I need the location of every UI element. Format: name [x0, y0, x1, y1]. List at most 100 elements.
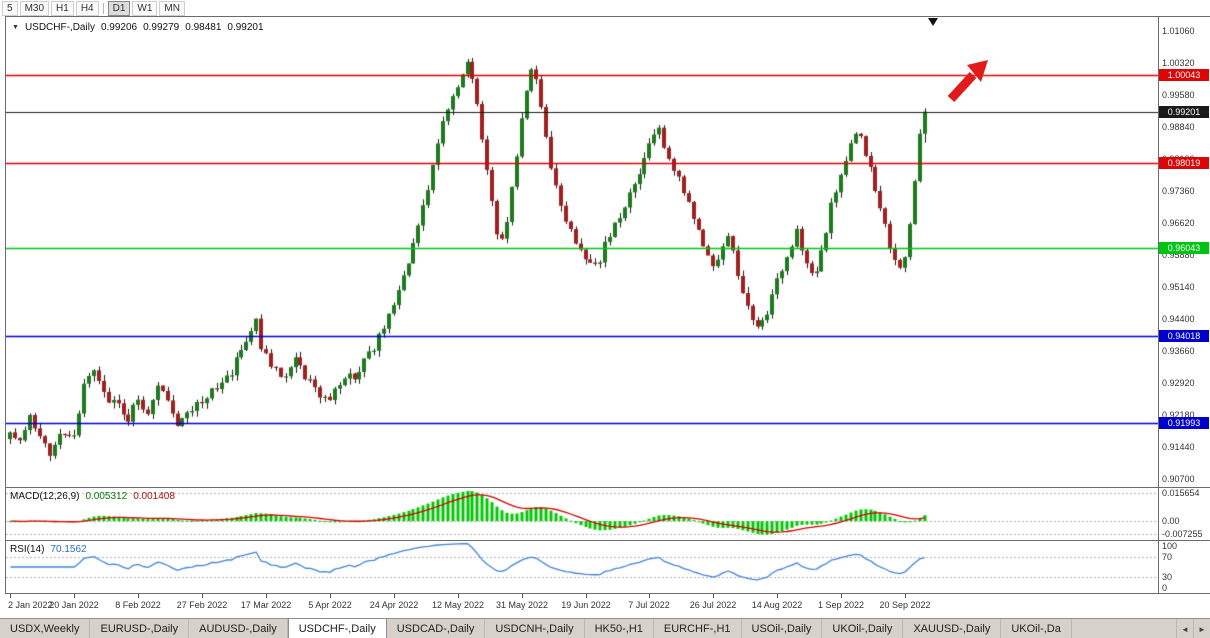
price-level-badge: 0.94018	[1159, 329, 1209, 342]
timeframe-button-d1[interactable]: D1	[107, 0, 131, 16]
price-axis-label: 0.95140	[1162, 282, 1195, 293]
price-axis-label: 0.92920	[1162, 378, 1195, 389]
pane-resize-handle-macd[interactable]	[5, 487, 1210, 488]
macd-indicator-title: MACD(12,26,9) 0.005312 0.001408	[10, 491, 175, 502]
date-axis-label: 20 Jan 2022	[49, 600, 99, 610]
date-tick	[202, 594, 203, 598]
date-axis-label: 12 May 2022	[431, 600, 485, 610]
price-level-badge: 1.00043	[1159, 69, 1209, 82]
macd-scale[interactable]: 0.015654 0.00 -0.007255	[1159, 488, 1210, 540]
rsi-indicator-title: RSI(14) 70.1562	[10, 544, 87, 555]
rsi-axis-label: 100	[1162, 541, 1178, 551]
date-axis[interactable]: 2 Jan 2022 20 Jan 2022 8 Feb 2022 27 Feb 20…	[6, 593, 1158, 617]
chart-tab-eurusd-daily[interactable]: EURUSD-,Daily	[90, 619, 190, 638]
chart-menu-dropdown-icon[interactable]: ▼	[12, 24, 19, 31]
timeframe-button-w1[interactable]: W1	[132, 0, 158, 16]
price-level-badge: 0.99201	[1159, 105, 1209, 118]
chart-top-border	[5, 16, 1210, 17]
date-tick	[458, 594, 459, 598]
date-tick	[905, 594, 906, 598]
date-tick	[10, 594, 11, 598]
rsi-title-label: RSI(14)	[10, 544, 45, 555]
macd-axis-label: 0.015654	[1162, 488, 1200, 499]
macd-signal-value: 0.001408	[133, 491, 175, 502]
price-level-badge: 0.96043	[1159, 242, 1209, 255]
price-axis-label: 0.95880	[1162, 250, 1195, 261]
rsi-axis-label: 30	[1162, 572, 1173, 583]
chart-tab-xauusd-daily[interactable]: XAUUSD-,Daily	[903, 619, 1002, 638]
timeframe-button-h1[interactable]: H1	[51, 0, 74, 16]
price-level-badge: 0.98019	[1159, 156, 1209, 169]
price-axis-label: 0.90700	[1162, 474, 1195, 485]
ohlc-high: 0.99279	[143, 22, 180, 33]
date-axis-label: 8 Feb 2022	[115, 600, 161, 610]
date-tick	[649, 594, 650, 598]
date-tick	[841, 594, 842, 598]
chart-tab-bar: USDX,Weekly EURUSD-,Daily AUDUSD-,Daily USD…	[0, 618, 1210, 638]
date-axis-label: 14 Aug 2022	[751, 600, 803, 610]
timeframe-button-m30[interactable]: M30	[19, 0, 50, 16]
ohlc-open: 0.99206	[100, 22, 138, 33]
chart-tab-ukoil-daily[interactable]: UKOil-,Daily	[822, 619, 904, 638]
chart-tab-usdcnh-daily[interactable]: USDCNH-,Daily	[485, 619, 585, 638]
chart-tab-usoil-daily[interactable]: USOil-,Daily	[742, 619, 823, 638]
date-axis-label: 17 Mar 2022	[240, 600, 292, 610]
pane-resize-handle-rsi[interactable]	[5, 540, 1210, 541]
date-tick	[713, 594, 714, 598]
date-axis-label: 27 Feb 2022	[176, 600, 228, 610]
price-axis-label: 0.93660	[1162, 346, 1195, 357]
chart-tabs: USDX,Weekly EURUSD-,Daily AUDUSD-,Daily USD…	[0, 619, 1072, 638]
chart-tab-ukoil-da[interactable]: UKOil-,Da	[1001, 619, 1072, 638]
timeframe-toolbar: 5 M30 H1 H4 D1 W1 MN	[2, 0, 187, 16]
rsi-value: 70.1562	[50, 544, 87, 555]
date-axis-label: 2 Jan 2022	[8, 600, 53, 610]
date-tick	[394, 594, 395, 598]
chart-tab-usdcad-daily[interactable]: USDCAD-,Daily	[387, 619, 486, 638]
down-arrow-marker[interactable]	[928, 18, 938, 26]
date-axis-label: 19 Jun 2022	[561, 600, 611, 610]
date-axis-label: 1 Sep 2022	[817, 600, 865, 610]
price-axis-label: 1.01060	[1162, 26, 1195, 37]
price-scale[interactable]: 1.010601.003200.995800.988400.981000.973…	[1159, 17, 1210, 487]
up-arrow-object[interactable]	[944, 56, 992, 104]
date-tick	[266, 594, 267, 598]
rsi-axis-label: 70	[1162, 551, 1173, 562]
chart-tab-hk50-h1[interactable]: HK50-,H1	[585, 619, 654, 638]
timeframe-button-5[interactable]: 5	[2, 0, 18, 16]
date-tick	[777, 594, 778, 598]
tab-scroll-arrows: ◄ ►	[1176, 619, 1210, 638]
timeframe-button-h4[interactable]: H4	[75, 0, 99, 16]
date-axis-label: 26 Jul 2022	[689, 600, 737, 610]
chart-tab-usdchf-daily[interactable]: USDCHF-,Daily	[287, 619, 387, 638]
chart-tab-usdx-weekly[interactable]: USDX,Weekly	[0, 619, 91, 638]
macd-axis-label: 0.00	[1162, 516, 1180, 527]
chart-left-border	[5, 16, 6, 593]
date-axis-label: 5 Apr 2022	[308, 600, 352, 610]
date-axis-label: 7 Jul 2022	[628, 600, 670, 610]
price-axis-label: 0.96620	[1162, 218, 1195, 229]
date-tick	[74, 594, 75, 598]
price-axis-label: 0.92180	[1162, 410, 1195, 421]
chart-tab-eurchf-h1[interactable]: EURCHF-,H1	[654, 619, 742, 638]
date-tick	[522, 594, 523, 598]
price-axis-label: 0.91440	[1162, 442, 1195, 453]
date-tick	[586, 594, 587, 598]
rsi-scale[interactable]: 100 70 30 0	[1159, 541, 1210, 593]
tab-scroll-right-icon[interactable]: ►	[1193, 619, 1210, 638]
rsi-canvas[interactable]	[6, 541, 1158, 593]
chart-symbol-period: USDCHF-,Daily	[24, 22, 95, 33]
price-axis-label: 0.99580	[1162, 90, 1195, 101]
price-axis-label: 1.00320	[1162, 58, 1195, 69]
chart-tab-audusd-daily[interactable]: AUDUSD-,Daily	[189, 619, 288, 638]
chart-title: ▼ USDCHF-,Daily 0.99206 0.99279 0.98481 …	[12, 22, 264, 33]
macd-canvas[interactable]	[6, 488, 1158, 540]
price-axis-label: 0.97360	[1162, 186, 1195, 197]
timeframe-button-mn[interactable]: MN	[159, 0, 185, 16]
price-chart-canvas[interactable]	[6, 17, 1158, 487]
toolbar-separator	[102, 2, 104, 14]
date-tick	[330, 594, 331, 598]
macd-axis-label: -0.007255	[1162, 529, 1203, 540]
tab-scroll-left-icon[interactable]: ◄	[1176, 619, 1193, 638]
price-level-badge: 0.91993	[1159, 417, 1209, 430]
